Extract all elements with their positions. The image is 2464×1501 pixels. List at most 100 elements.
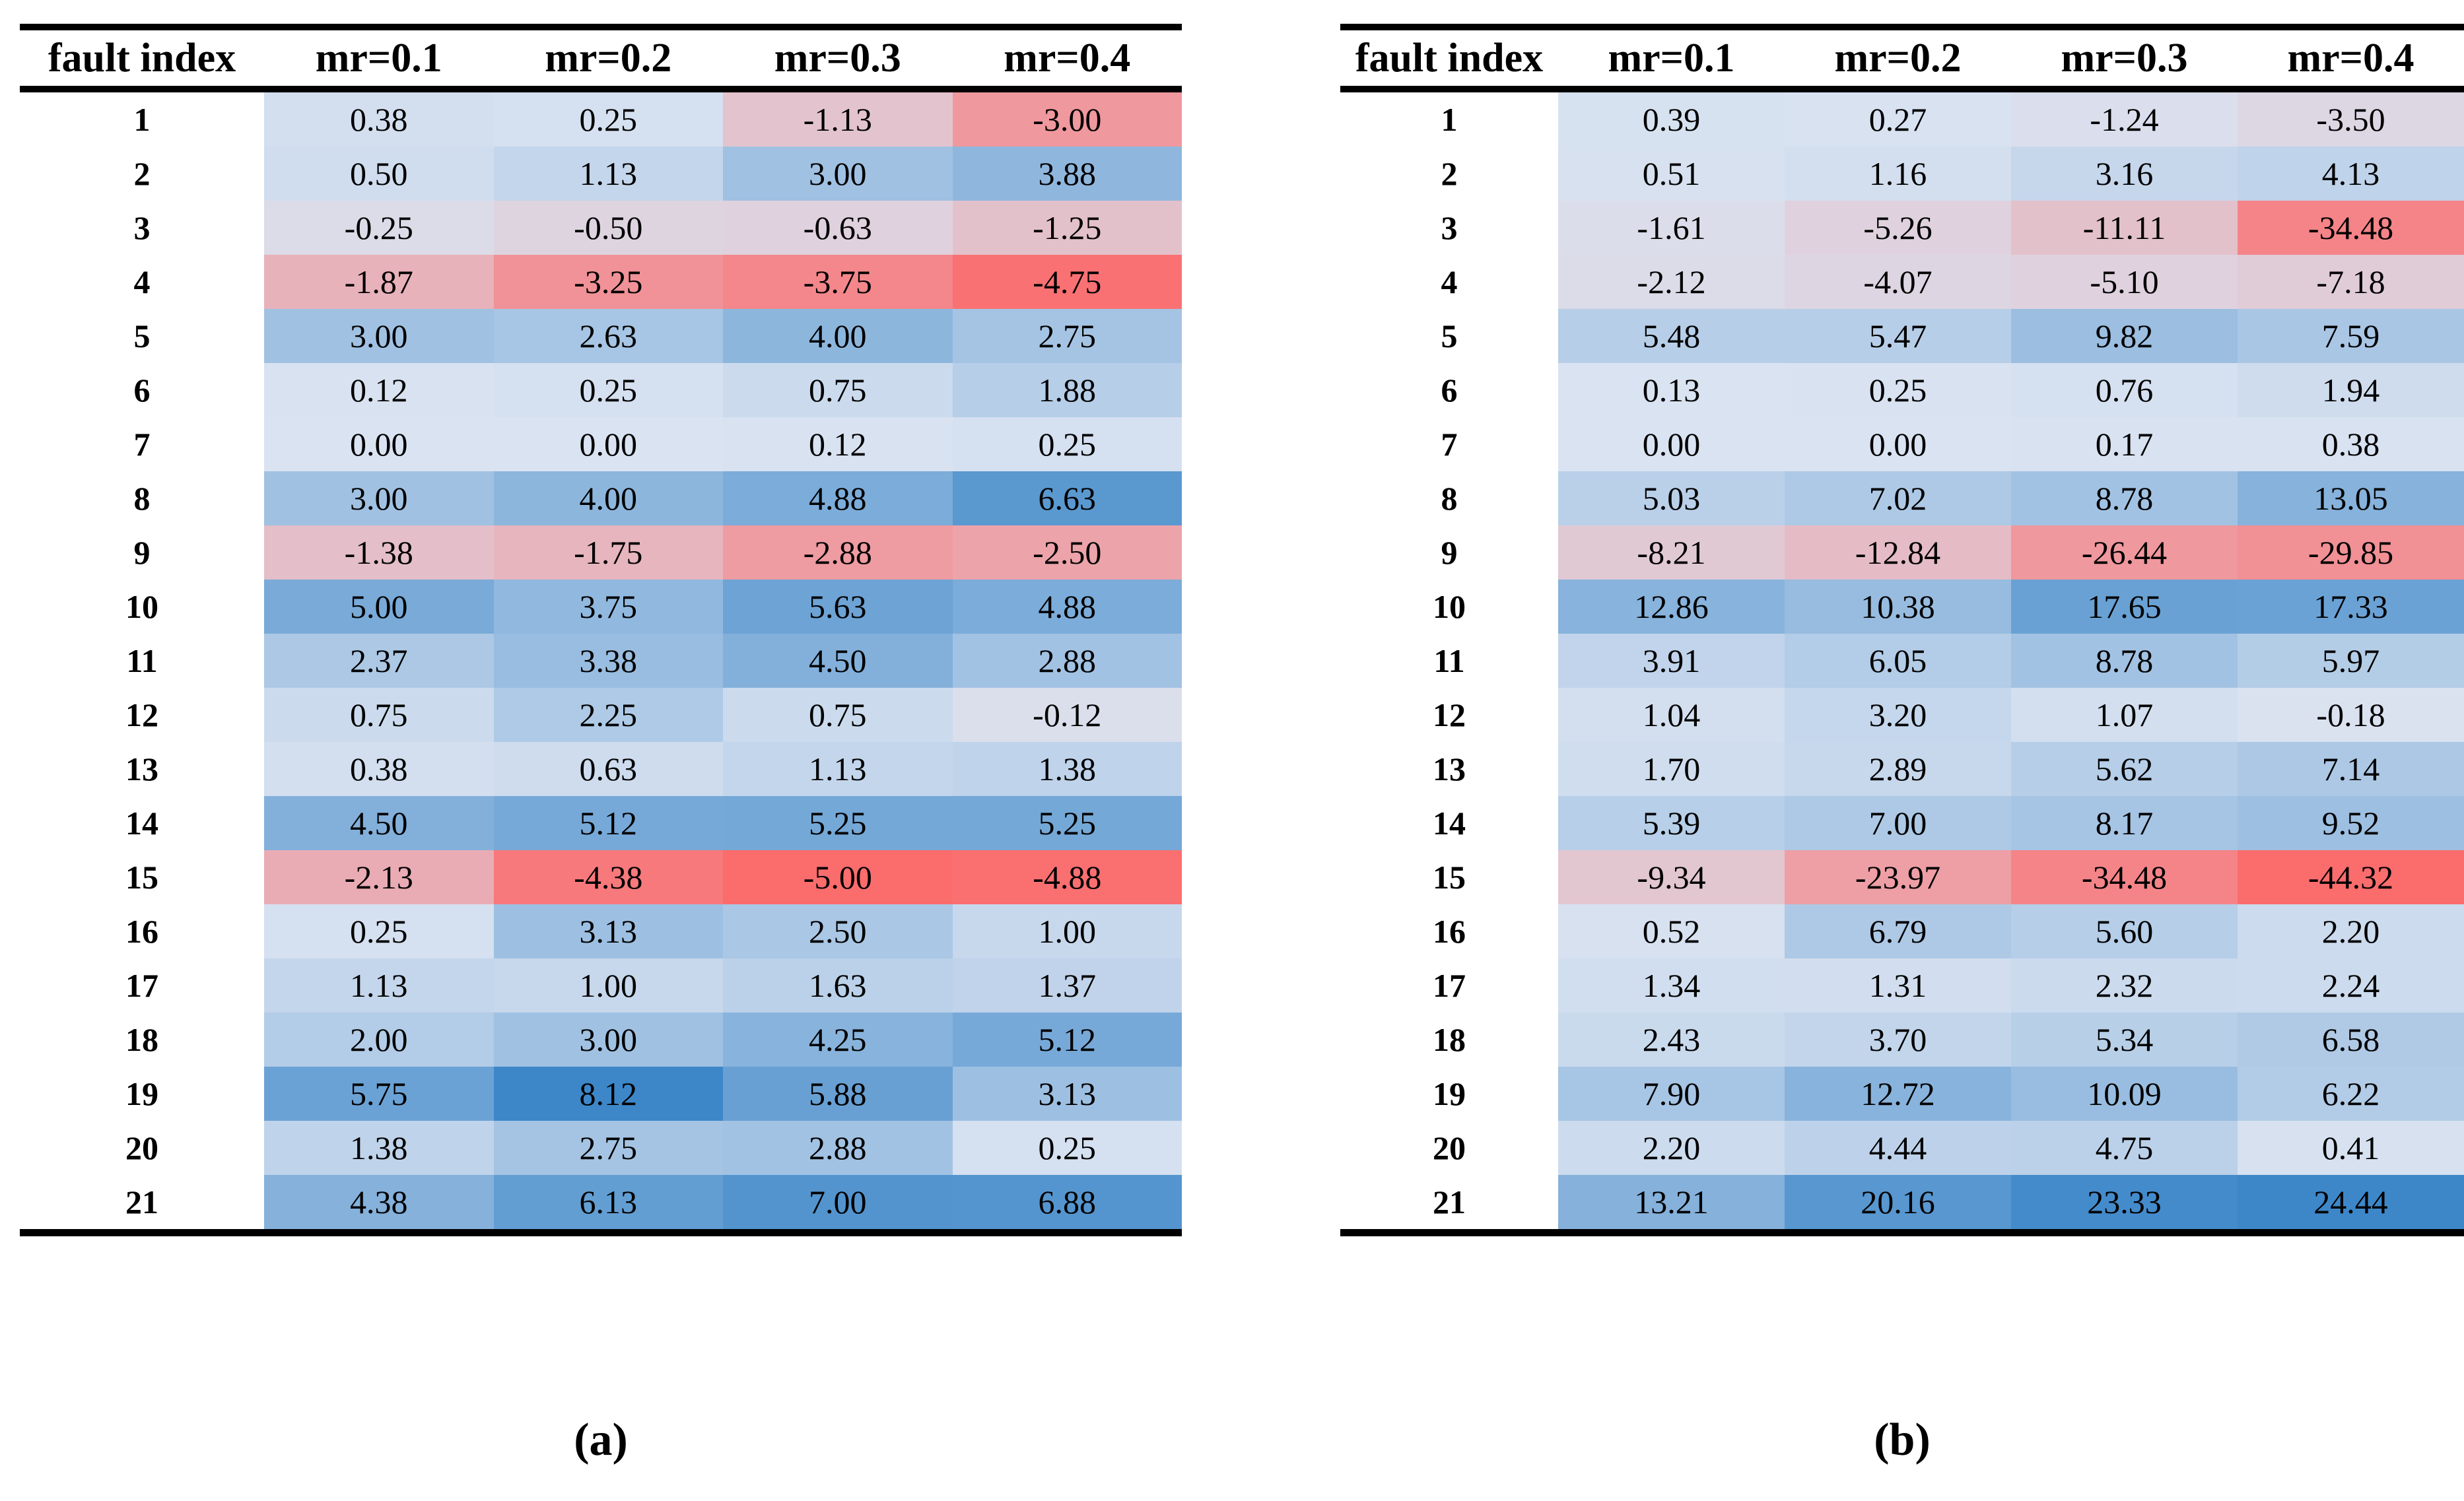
fault-index-cell: 15 <box>20 850 264 904</box>
heatmap-value-cell: 0.75 <box>264 688 494 742</box>
heatmap-value-cell: 8.78 <box>2011 471 2238 525</box>
heatmap-value-cell: 1.88 <box>952 363 1182 417</box>
heatmap-value-cell: 5.12 <box>493 796 723 850</box>
column-header: mr=0.1 <box>264 27 494 92</box>
heatmap-value-cell: -4.88 <box>952 850 1182 904</box>
heatmap-value-cell: 5.97 <box>2238 634 2464 688</box>
fault-index-cell: 1 <box>20 89 264 147</box>
heatmap-value-cell: 0.75 <box>723 363 953 417</box>
heatmap-value-cell: 1.00 <box>493 958 723 1013</box>
heatmap-value-cell: 0.38 <box>264 742 494 796</box>
heatmap-value-cell: 3.16 <box>2011 147 2238 201</box>
heatmap-value-cell: -1.38 <box>264 525 494 580</box>
heatmap-value-cell: 17.65 <box>2011 580 2238 634</box>
caption-b: (b) <box>1874 1415 1931 1465</box>
fault-index-cell: 8 <box>1340 471 1558 525</box>
heatmap-value-cell: 0.00 <box>1785 417 2011 471</box>
table-row: 12 1.04 3.20 1.07 -0.18 <box>1340 688 2464 742</box>
table-row: 5 5.48 5.47 9.82 7.59 <box>1340 309 2464 363</box>
table-row: 10 5.00 3.75 5.63 4.88 <box>20 580 1182 634</box>
heatmap-value-cell: 12.86 <box>1558 580 1785 634</box>
fault-index-cell: 6 <box>1340 363 1558 417</box>
heatmap-value-cell: 1.16 <box>1785 147 2011 201</box>
fault-index-cell: 1 <box>1340 89 1558 147</box>
heatmap-value-cell: 0.00 <box>1558 417 1785 471</box>
heatmap-value-cell: 2.43 <box>1558 1013 1785 1067</box>
heatmap-value-cell: 7.00 <box>1785 796 2011 850</box>
heatmap-value-cell: 0.52 <box>1558 904 1785 958</box>
heatmap-value-cell: 0.50 <box>264 147 494 201</box>
fault-index-cell: 20 <box>1340 1121 1558 1175</box>
table-row: 19 7.90 12.72 10.09 6.22 <box>1340 1067 2464 1121</box>
table-row: 17 1.13 1.00 1.63 1.37 <box>20 958 1182 1013</box>
heatmap-value-cell: 17.33 <box>2238 580 2464 634</box>
table-row: 16 0.25 3.13 2.50 1.00 <box>20 904 1182 958</box>
header-row: fault index mr=0.1 mr=0.2 mr=0.3 mr=0.4 <box>20 27 1182 92</box>
heatmap-value-cell: 4.50 <box>723 634 953 688</box>
heatmap-value-cell: 5.39 <box>1558 796 1785 850</box>
fault-index-cell: 18 <box>1340 1013 1558 1067</box>
heatmap-value-cell: 8.12 <box>493 1067 723 1121</box>
fault-index-cell: 14 <box>20 796 264 850</box>
heatmap-value-cell: -5.10 <box>2011 255 2238 309</box>
table-row: 2 0.50 1.13 3.00 3.88 <box>20 147 1182 201</box>
heatmap-value-cell: 1.13 <box>264 958 494 1013</box>
column-header: mr=0.4 <box>952 27 1182 92</box>
heatmap-value-cell: 7.14 <box>2238 742 2464 796</box>
fault-index-cell: 10 <box>1340 580 1558 634</box>
heatmap-value-cell: -4.38 <box>493 850 723 904</box>
heatmap-value-cell: 3.13 <box>952 1067 1182 1121</box>
heatmap-value-cell: 0.25 <box>264 904 494 958</box>
heatmap-value-cell: 4.00 <box>493 471 723 525</box>
table-row: 18 2.00 3.00 4.25 5.12 <box>20 1013 1182 1067</box>
heatmap-value-cell: 5.25 <box>952 796 1182 850</box>
table: fault index mr=0.1 mr=0.2 mr=0.3 mr=0.4 1 0.38… <box>20 24 1182 1236</box>
fault-index-cell: 3 <box>20 201 264 255</box>
heatmap-value-cell: -12.84 <box>1785 525 2011 580</box>
heatmap-value-cell: 8.78 <box>2011 634 2238 688</box>
heatmap-value-cell: -11.11 <box>2011 201 2238 255</box>
heatmap-value-cell: 5.03 <box>1558 471 1785 525</box>
heatmap-value-cell: 1.07 <box>2011 688 2238 742</box>
heatmap-value-cell: 0.63 <box>493 742 723 796</box>
table-row: 21 13.21 20.16 23.33 24.44 <box>1340 1175 2464 1233</box>
column-header: mr=0.2 <box>1785 27 2011 92</box>
table-row: 20 1.38 2.75 2.88 0.25 <box>20 1121 1182 1175</box>
table: fault index mr=0.1 mr=0.2 mr=0.3 mr=0.4 1 0.39… <box>1340 24 2464 1236</box>
heatmap-value-cell: -4.75 <box>952 255 1182 309</box>
heatmap-value-cell: 0.51 <box>1558 147 1785 201</box>
heatmap-value-cell: -0.18 <box>2238 688 2464 742</box>
table-row: 16 0.52 6.79 5.60 2.20 <box>1340 904 2464 958</box>
table-row: 19 5.75 8.12 5.88 3.13 <box>20 1067 1182 1121</box>
heatmap-value-cell: -34.48 <box>2011 850 2238 904</box>
heatmap-value-cell: 0.25 <box>952 1121 1182 1175</box>
heatmap-value-cell: -7.18 <box>2238 255 2464 309</box>
table-row: 20 2.20 4.44 4.75 0.41 <box>1340 1121 2464 1175</box>
heatmap-value-cell: -23.97 <box>1785 850 2011 904</box>
heatmap-value-cell: 4.88 <box>723 471 953 525</box>
table-row: 6 0.13 0.25 0.76 1.94 <box>1340 363 2464 417</box>
fault-index-cell: 8 <box>20 471 264 525</box>
heatmap-value-cell: 6.79 <box>1785 904 2011 958</box>
heatmap-value-cell: 6.58 <box>2238 1013 2464 1067</box>
heatmap-value-cell: 4.00 <box>723 309 953 363</box>
heatmap-value-cell: -8.21 <box>1558 525 1785 580</box>
fault-index-cell: 4 <box>1340 255 1558 309</box>
table-row: 14 5.39 7.00 8.17 9.52 <box>1340 796 2464 850</box>
heatmap-value-cell: 2.20 <box>1558 1121 1785 1175</box>
heatmap-value-cell: 2.37 <box>264 634 494 688</box>
heatmap-value-cell: 0.27 <box>1785 89 2011 147</box>
heatmap-value-cell: 4.13 <box>2238 147 2464 201</box>
column-header: mr=0.3 <box>723 27 953 92</box>
heatmap-value-cell: 4.50 <box>264 796 494 850</box>
heatmap-value-cell: 2.88 <box>952 634 1182 688</box>
fault-index-cell: 3 <box>1340 201 1558 255</box>
heatmap-value-cell: 1.70 <box>1558 742 1785 796</box>
heatmap-value-cell: 13.21 <box>1558 1175 1785 1233</box>
heatmap-value-cell: -3.25 <box>493 255 723 309</box>
table-row: 6 0.12 0.25 0.75 1.88 <box>20 363 1182 417</box>
heatmap-value-cell: -1.25 <box>952 201 1182 255</box>
table-row: 21 4.38 6.13 7.00 6.88 <box>20 1175 1182 1233</box>
heatmap-value-cell: 3.00 <box>723 147 953 201</box>
table-row: 8 3.00 4.00 4.88 6.63 <box>20 471 1182 525</box>
